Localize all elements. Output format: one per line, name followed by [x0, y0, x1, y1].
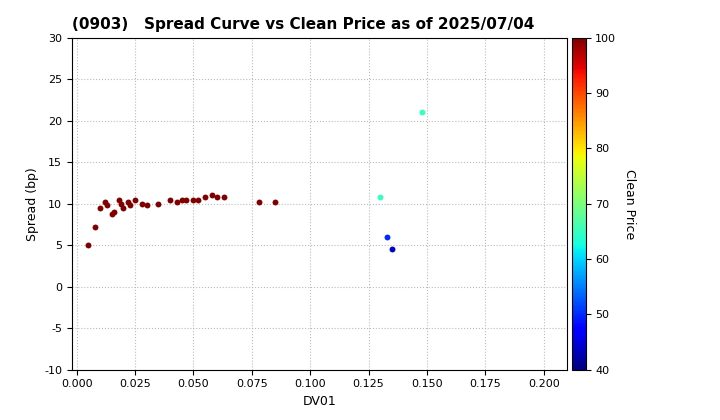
Point	[192, 196, 204, 203]
X-axis label: DV01: DV01	[302, 395, 336, 408]
Point	[106, 210, 117, 217]
Point	[253, 199, 264, 205]
Point	[136, 200, 148, 207]
Point	[207, 192, 218, 199]
Point	[176, 196, 187, 203]
Point	[374, 194, 386, 200]
Point	[199, 194, 211, 200]
Point	[382, 234, 393, 240]
Point	[115, 200, 127, 207]
Point	[153, 200, 164, 207]
Point	[164, 196, 176, 203]
Point	[269, 199, 281, 205]
Point	[188, 196, 199, 203]
Point	[113, 196, 125, 203]
Text: (0903)   Spread Curve vs Clean Price as of 2025/07/04: (0903) Spread Curve vs Clean Price as of…	[72, 18, 534, 32]
Point	[218, 194, 230, 200]
Point	[89, 223, 101, 230]
Point	[117, 205, 129, 211]
Point	[181, 196, 192, 203]
Y-axis label: Spread (bp): Spread (bp)	[26, 167, 39, 241]
Point	[122, 199, 134, 205]
Point	[83, 242, 94, 249]
Y-axis label: Clean Price: Clean Price	[623, 168, 636, 239]
Point	[386, 246, 397, 253]
Point	[417, 109, 428, 116]
Point	[211, 194, 222, 200]
Point	[99, 199, 110, 205]
Point	[141, 202, 153, 209]
Point	[94, 205, 106, 211]
Point	[125, 202, 136, 209]
Point	[102, 202, 113, 209]
Point	[108, 209, 120, 215]
Point	[130, 196, 141, 203]
Point	[171, 199, 183, 205]
